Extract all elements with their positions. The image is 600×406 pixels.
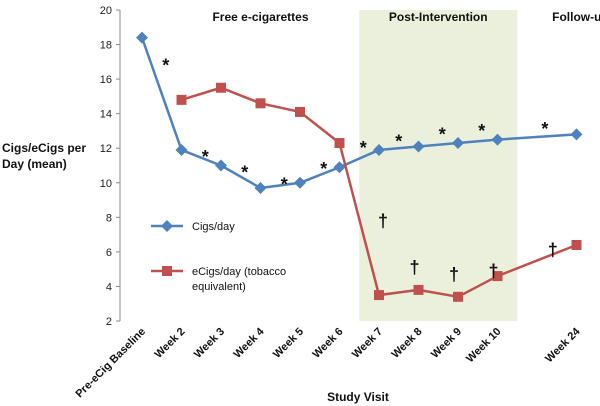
significance-dagger: †	[378, 211, 388, 231]
x-tick-label: Pre-eCig Baseline	[73, 326, 148, 401]
significance-asterisk: *	[241, 162, 248, 182]
y-tick-label: 16	[100, 74, 112, 86]
significance-dagger: †	[548, 240, 558, 260]
data-point-ecigs-day-tobacco-equivalent	[255, 98, 266, 109]
significance-asterisk: *	[360, 138, 367, 158]
x-tick-label: Week 2	[152, 326, 187, 361]
y-tick-label: 20	[100, 5, 112, 17]
y-axis-title-line1: Cigs/eCigs per	[2, 141, 86, 155]
data-point-ecigs-day-tobacco-equivalent	[413, 284, 424, 295]
significance-asterisk: *	[478, 121, 485, 141]
significance-asterisk: *	[202, 147, 209, 167]
x-tick-label: Week 5	[271, 326, 306, 361]
data-point-cigs-day	[254, 181, 267, 194]
significance-dagger: †	[489, 261, 499, 281]
data-point-ecigs-day-tobacco-equivalent	[216, 82, 226, 93]
legend-marker-ecigs	[162, 266, 172, 276]
x-tick-label: Week 10	[464, 326, 503, 365]
x-tick-label: Week 3	[192, 326, 227, 361]
data-point-cigs-day	[412, 140, 425, 153]
data-point-cigs-day	[215, 159, 227, 172]
legend-marker-cigs	[161, 220, 173, 232]
data-point-cigs-day	[294, 176, 306, 189]
x-tick-label: Week 4	[231, 325, 267, 361]
y-tick-label: 2	[106, 316, 112, 328]
significance-asterisk: *	[162, 55, 169, 75]
legend-label-cigs: Cigs/day	[192, 221, 235, 233]
x-tick-label: Week 7	[350, 326, 385, 361]
significance-asterisk: *	[541, 119, 548, 139]
data-point-cigs-day	[570, 128, 583, 141]
series-line-ecigs-day-tobacco-equivalent	[181, 86, 577, 299]
data-point-ecigs-day-tobacco-equivalent	[492, 271, 503, 282]
data-point-ecigs-day-tobacco-equivalent	[374, 290, 384, 301]
significance-asterisk: *	[439, 124, 446, 144]
y-tick-label: 14	[100, 109, 112, 121]
y-tick-label: 10	[100, 178, 112, 190]
data-point-cigs-day	[452, 137, 464, 150]
data-point-ecigs-day-tobacco-equivalent	[334, 138, 345, 149]
data-point-cigs-day	[491, 133, 504, 146]
data-point-ecigs-day-tobacco-equivalent	[571, 239, 582, 250]
data-point-cigs-day	[333, 161, 346, 174]
y-tick-label: 12	[100, 143, 112, 155]
data-point-cigs-day	[175, 143, 188, 156]
x-axis-title: Study Visit	[327, 390, 389, 404]
y-tick-label: 4	[106, 281, 112, 293]
data-point-ecigs-day-tobacco-equivalent	[176, 94, 187, 105]
y-tick-label: 8	[106, 212, 112, 224]
data-point-ecigs-day-tobacco-equivalent	[295, 106, 305, 117]
phase-label-follow-up: Follow-up	[552, 10, 600, 24]
y-tick-label: 18	[100, 40, 112, 52]
significance-asterisk: *	[281, 175, 288, 195]
legend-label-ecigs-line2: equivalent)	[192, 281, 246, 293]
significance-asterisk: *	[395, 131, 402, 151]
legend: Cigs/day eCigs/day (tobacco equivalent)	[151, 220, 286, 293]
significance-dagger: †	[449, 264, 459, 284]
x-tick-label: Week 6	[310, 326, 345, 361]
x-tick-label: Week 9	[429, 326, 464, 361]
y-axis-title-line2: Day (mean)	[2, 157, 67, 171]
post-intervention-shading	[359, 10, 518, 321]
x-tick-label: Week 8	[389, 326, 424, 361]
data-point-cigs-day	[136, 31, 148, 44]
phase-label-post-intervention: Post-Intervention	[389, 10, 488, 24]
legend-label-ecigs-line1: eCigs/day (tobacco	[192, 266, 286, 278]
x-tick-label: Week 24	[543, 325, 583, 365]
significance-asterisk: *	[320, 159, 327, 179]
significance-dagger: †	[410, 257, 420, 277]
data-point-ecigs-day-tobacco-equivalent	[453, 291, 463, 302]
phase-label-free-e-cigarettes: Free e-cigarettes	[212, 10, 308, 24]
data-point-cigs-day	[373, 143, 385, 156]
y-tick-label: 6	[106, 247, 112, 259]
